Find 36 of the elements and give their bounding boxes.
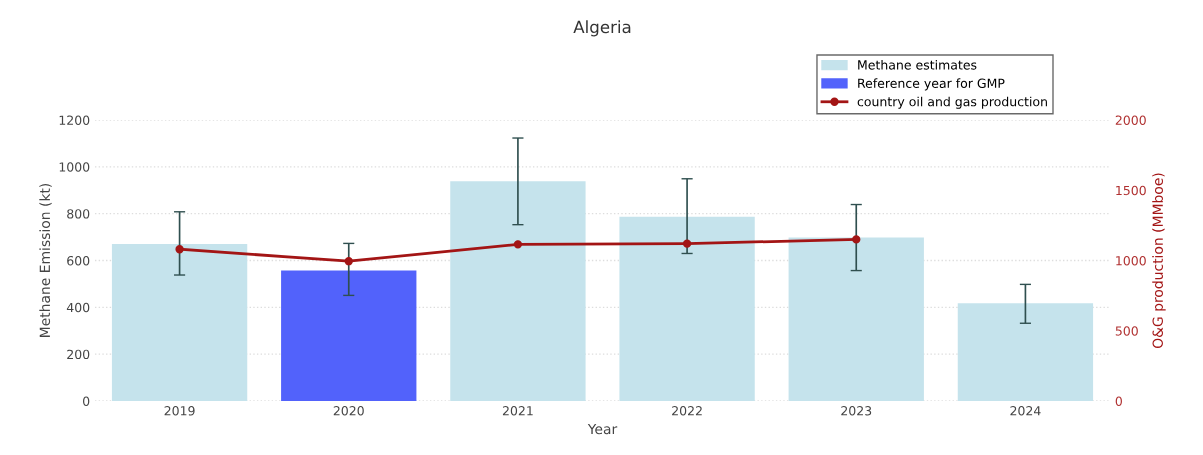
y-tick-label: 0 <box>83 396 90 406</box>
y2-tick-label: 1500 <box>1116 185 1146 196</box>
x-tick-label: 2021 <box>502 406 533 416</box>
y-tick-label: 600 <box>67 255 90 266</box>
legend-label: Reference year for GMP <box>858 78 1005 91</box>
bar <box>788 237 924 401</box>
x-tick-label: 2020 <box>333 406 364 416</box>
y2-tick-label: 2000 <box>1115 115 1146 125</box>
bar <box>619 216 755 401</box>
point <box>513 240 523 249</box>
x-axis-title: Year <box>587 423 618 435</box>
x-tick-label: 2024 <box>1010 406 1041 416</box>
y2-tick-label: 0 <box>1115 396 1122 406</box>
bar <box>281 270 417 401</box>
chart-title: Algeria <box>573 20 631 37</box>
y2-tick-label: 500 <box>1115 326 1138 336</box>
y-tick-label: 200 <box>67 349 90 360</box>
bar <box>450 181 586 401</box>
y-tick-label: 1200 <box>59 115 90 125</box>
x-tick-label: 2022 <box>672 406 702 416</box>
legend-label: Methane estimates <box>858 59 977 70</box>
y2-tick-label: 1000 <box>1116 255 1146 266</box>
y-axis-title: Methane Emission (kt) <box>39 183 52 337</box>
x-tick-label: 2019 <box>164 406 195 416</box>
bar <box>957 303 1094 401</box>
point <box>175 245 184 254</box>
bar <box>111 244 248 401</box>
x-tick-label: 2023 <box>841 406 872 416</box>
y-tick-label: 400 <box>66 302 90 313</box>
point <box>344 257 353 266</box>
y-tick-label: 1000 <box>59 162 90 172</box>
legend-label: country oil and gas production <box>857 96 1047 109</box>
y-tick-label: 800 <box>67 209 90 219</box>
point <box>852 235 861 244</box>
point <box>682 239 692 248</box>
y2-axis-title: O&G production (MMboe) <box>1152 173 1166 349</box>
